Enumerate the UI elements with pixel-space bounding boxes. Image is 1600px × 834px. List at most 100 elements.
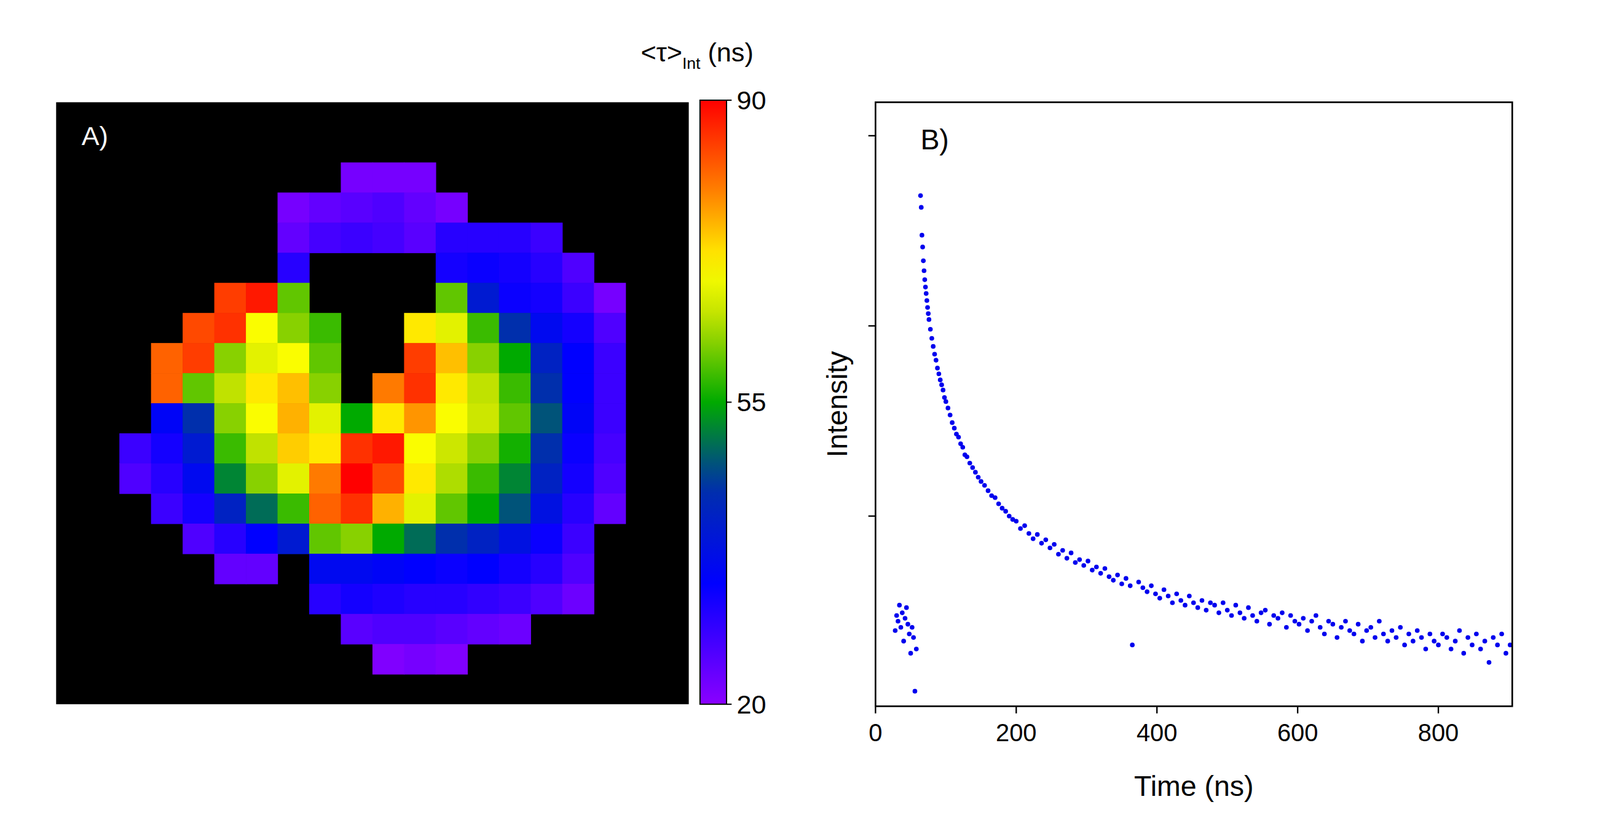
lifetime-cell (214, 403, 247, 434)
decay-point (1035, 532, 1041, 538)
lifetime-cell (403, 523, 436, 555)
lifetime-cell (467, 493, 500, 525)
decay-point (1406, 631, 1412, 637)
image-background (55, 102, 689, 704)
decay-point (930, 344, 936, 350)
decay-point (928, 327, 934, 332)
decay-point (901, 638, 907, 644)
lifetime-cell (340, 433, 373, 465)
decay-point (1212, 602, 1218, 608)
decay-point (1351, 631, 1357, 637)
decay-point (1317, 625, 1323, 631)
colorbar-tick (726, 99, 732, 101)
lifetime-cell (151, 373, 184, 404)
lifetime-cell (245, 463, 278, 495)
decay-point (1127, 583, 1133, 589)
lifetime-cell (182, 403, 215, 434)
decay-point (949, 420, 955, 426)
lifetime-cell (340, 463, 373, 495)
lifetime-cell (499, 493, 532, 525)
decay-point (1191, 600, 1197, 606)
lifetime-cell (277, 373, 310, 404)
decay-point (1030, 536, 1036, 542)
lifetime-cell (499, 252, 532, 284)
lifetime-cell (151, 493, 184, 525)
decay-point (1136, 579, 1142, 585)
lifetime-cell (340, 614, 373, 645)
decay-point (1161, 587, 1167, 593)
decay-point (1123, 575, 1129, 581)
lifetime-cell (562, 493, 595, 525)
decay-point (1330, 622, 1336, 627)
decay-point (943, 399, 949, 405)
colorbar-label-main: <τ> (641, 37, 683, 67)
lifetime-cell (372, 192, 405, 224)
x-tick (1156, 706, 1158, 714)
decay-point (1309, 618, 1315, 624)
lifetime-cell (435, 553, 468, 585)
x-tick-label: 600 (1277, 719, 1318, 747)
decay-point (1326, 618, 1332, 624)
decay-point (1482, 638, 1488, 644)
decay-point (1431, 638, 1437, 644)
lifetime-cell (562, 463, 595, 495)
lifetime-cell (182, 523, 215, 555)
decay-point (1427, 631, 1433, 637)
decay-point (923, 284, 929, 290)
lifetime-cell (340, 192, 373, 224)
decay-point (1144, 589, 1150, 595)
decay-point (918, 193, 924, 199)
decay-point (1435, 642, 1441, 648)
lifetime-cell (499, 553, 532, 585)
decay-point (923, 291, 929, 297)
decay-point (904, 605, 910, 611)
decay-point (1381, 631, 1387, 637)
decay-point (992, 495, 998, 501)
lifetime-cell (530, 523, 563, 555)
lifetime-cell (309, 342, 342, 374)
decay-point (945, 405, 951, 411)
lifetime-cell (214, 493, 247, 525)
lifetime-cell (593, 312, 626, 344)
lifetime-cell (403, 403, 436, 434)
decay-point (1216, 610, 1222, 616)
colorbar-tick (726, 401, 732, 403)
decay-point (1068, 550, 1074, 556)
lifetime-cell (593, 342, 626, 374)
colorbar-tick-label: 20 (736, 689, 767, 720)
decay-point (1153, 591, 1159, 597)
lifetime-cell (435, 282, 468, 314)
lifetime-cell (151, 342, 184, 374)
lifetime-cell (182, 463, 215, 495)
lifetime-cell (593, 373, 626, 404)
lifetime-cell (530, 342, 563, 374)
decay-point (1060, 548, 1066, 554)
decay-point (925, 304, 931, 310)
lifetime-cell (499, 614, 532, 645)
lifetime-cell (182, 312, 215, 344)
lifetime-cell (309, 493, 342, 525)
decay-point (976, 475, 982, 481)
decay-point (1047, 545, 1053, 551)
lifetime-cell (403, 373, 436, 404)
lifetime-cell (530, 493, 563, 525)
lifetime-cell (372, 583, 405, 615)
lifetime-cell (562, 553, 595, 585)
lifetime-cell (245, 493, 278, 525)
decay-points (893, 193, 1513, 694)
colorbar-tick-label: 55 (736, 387, 767, 417)
decay-point (1419, 634, 1425, 640)
lifetime-cell (340, 523, 373, 555)
colorbar-tick-label: 90 (736, 85, 767, 115)
lifetime-cell (309, 553, 342, 585)
lifetime-cell (435, 373, 468, 404)
colorbar-tick (726, 703, 732, 706)
decay-point (1022, 523, 1028, 529)
lifetime-cell (435, 252, 468, 284)
decay-point (1073, 559, 1079, 565)
decay-point (1296, 622, 1302, 627)
lifetime-cell (467, 222, 500, 254)
lifetime-cell (499, 222, 532, 254)
lifetime-cell (119, 433, 152, 465)
decay-point (1166, 593, 1171, 599)
